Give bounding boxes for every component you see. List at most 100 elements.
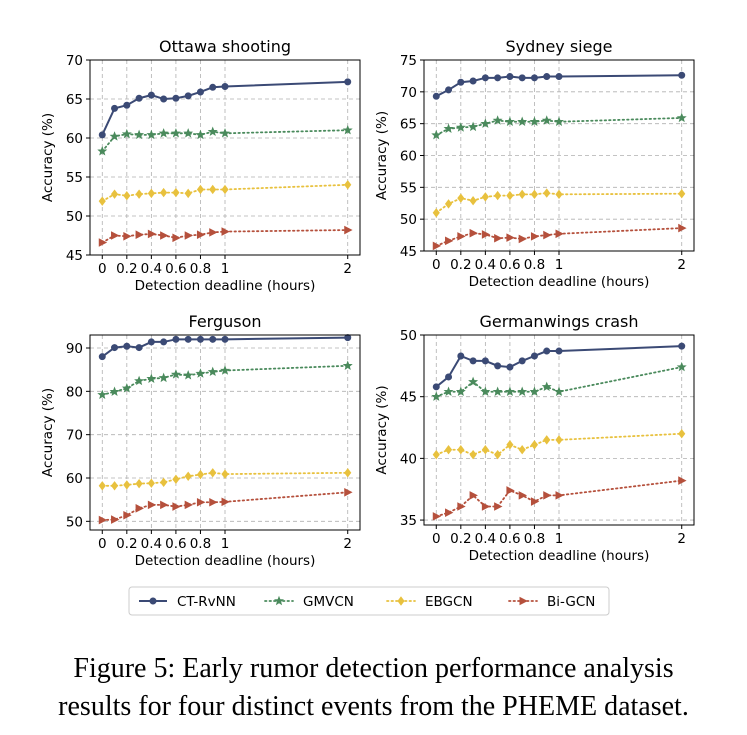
x-tick-label: 1 <box>555 531 564 547</box>
x-axis-label: Detection deadline (hours) <box>469 274 650 290</box>
y-tick-label: 50 <box>66 514 83 530</box>
data-point <box>494 190 502 201</box>
x-tick-label: 0.6 <box>165 261 186 277</box>
data-point <box>530 440 539 450</box>
data-point <box>160 477 168 488</box>
data-point <box>494 233 503 243</box>
data-point <box>481 192 489 202</box>
data-point <box>678 223 687 233</box>
data-point <box>135 504 144 513</box>
data-point <box>344 225 353 235</box>
data-point <box>184 188 192 199</box>
y-tick-label: 60 <box>66 471 83 487</box>
data-point <box>494 449 502 460</box>
x-tick-label: 0.8 <box>524 531 545 547</box>
data-point <box>98 131 106 139</box>
data-point <box>111 231 120 240</box>
data-point <box>494 362 502 370</box>
data-point <box>468 376 479 387</box>
series-ebgcn <box>432 188 686 218</box>
data-point <box>184 92 192 100</box>
x-tick-label: 0.4 <box>141 536 162 552</box>
subplot-ferguson: 0 0.2 0.4 0.6 0.8 1 2 50 60 70 80 90 Ferguson Detecti… <box>40 312 361 569</box>
data-point <box>172 335 180 343</box>
data-point <box>170 369 181 379</box>
x-axis-label: Detection deadline (hours) <box>135 278 316 294</box>
data-point <box>97 389 108 400</box>
data-point <box>172 474 180 484</box>
y-tick-label: 65 <box>66 92 83 108</box>
data-point <box>504 116 515 126</box>
data-point <box>469 449 477 460</box>
y-tick-label: 40 <box>400 451 417 467</box>
series-ebgcn <box>432 429 686 460</box>
subplot-ottawa-shooting: 0 0.2 0.4 0.6 0.8 1 2 45 50 55 60 65 70 Ottawa shooti… <box>40 37 361 294</box>
data-point <box>517 386 528 396</box>
data-point <box>506 486 515 495</box>
y-axis-label: Accuracy (%) <box>374 385 390 474</box>
y-tick-label: 75 <box>400 53 417 69</box>
data-point <box>518 445 526 455</box>
data-point <box>506 440 514 450</box>
x-tick-label: 1 <box>221 536 230 552</box>
data-point <box>541 115 552 125</box>
data-point <box>134 129 145 140</box>
y-tick-label: 50 <box>400 212 417 228</box>
data-point <box>678 71 686 79</box>
subplot-germanwings-crash: 0 0.2 0.4 0.6 0.8 1 2 35 40 45 50 Germanwings crash… <box>374 312 695 564</box>
data-point <box>184 471 192 481</box>
series-ebgcn <box>98 468 352 491</box>
data-point <box>554 116 564 126</box>
data-point <box>492 115 503 125</box>
data-point <box>160 231 169 240</box>
subplot-title: Germanwings crash <box>480 312 639 331</box>
y-tick-label: 60 <box>66 131 83 147</box>
data-point <box>481 445 489 455</box>
x-tick-label: 0.4 <box>141 261 162 277</box>
data-point <box>543 347 551 355</box>
data-point <box>457 445 465 455</box>
data-point <box>518 491 528 500</box>
data-point <box>443 386 454 396</box>
data-point <box>432 383 440 391</box>
x-tick-label: 1 <box>221 261 230 277</box>
data-point <box>135 344 143 352</box>
data-point <box>111 104 119 112</box>
data-point <box>160 95 168 103</box>
data-point <box>344 334 352 342</box>
legend-label: CT-RvNN <box>177 594 236 610</box>
data-point <box>529 386 540 396</box>
data-point <box>530 189 539 200</box>
y-axis-label: Accuracy (%) <box>40 388 56 477</box>
data-point <box>123 480 131 490</box>
subplot-title: Ferguson <box>188 312 261 331</box>
data-point <box>209 228 218 237</box>
x-tick-label: 2 <box>343 261 352 277</box>
data-point <box>184 500 194 510</box>
data-point <box>196 230 206 240</box>
data-point <box>196 335 204 343</box>
x-tick-label: 1 <box>555 257 564 273</box>
data-point <box>207 126 218 136</box>
data-point <box>455 122 466 132</box>
data-point <box>518 189 526 200</box>
data-point <box>432 512 442 521</box>
data-point <box>221 497 230 507</box>
data-point <box>221 335 229 343</box>
data-point <box>121 383 132 393</box>
x-tick-label: 0.8 <box>190 536 211 552</box>
data-point <box>183 370 194 380</box>
data-point <box>109 386 120 396</box>
data-point <box>530 74 538 82</box>
x-tick-label: 0 <box>98 536 107 552</box>
legend-marker <box>274 595 284 606</box>
data-point <box>147 500 157 510</box>
data-point <box>492 386 503 396</box>
data-point <box>457 193 465 203</box>
data-point <box>678 189 686 199</box>
data-point <box>196 88 204 96</box>
y-tick-label: 80 <box>66 384 83 400</box>
data-point <box>431 391 442 401</box>
data-point <box>221 227 230 236</box>
data-point <box>111 515 120 524</box>
